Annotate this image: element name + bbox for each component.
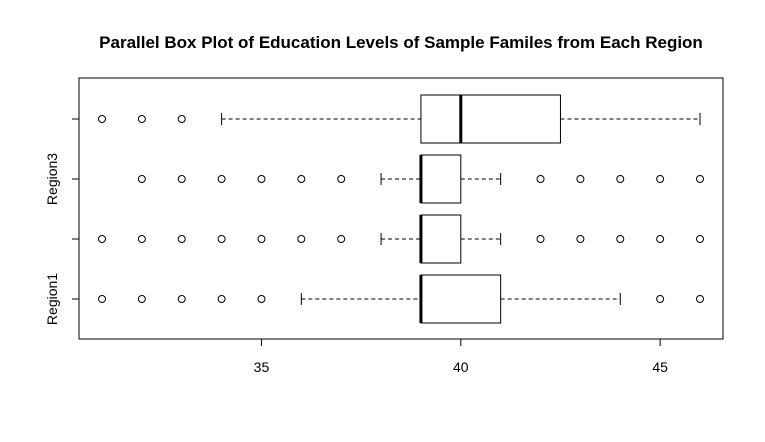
outlier-point: [576, 175, 585, 183]
outlier-point: [177, 175, 186, 183]
outlier-point: [696, 235, 704, 243]
outlier-point: [137, 115, 146, 123]
outlier-point: [656, 295, 665, 303]
outlier-point: [137, 235, 146, 243]
outlier-point: [257, 235, 266, 243]
outlier-point: [137, 295, 146, 303]
outlier-point: [177, 115, 186, 123]
x-axis-tick-label: 40: [453, 359, 469, 375]
outlier-point: [98, 295, 106, 303]
plot-frame: [78, 77, 724, 340]
box: [420, 154, 462, 204]
x-axis-tick-label: 45: [652, 359, 668, 375]
outlier-point: [217, 175, 226, 183]
outlier-point: [297, 235, 306, 243]
outlier-point: [696, 175, 704, 183]
outlier-point: [137, 175, 146, 183]
outlier-point: [536, 175, 545, 183]
outlier-point: [217, 295, 226, 303]
box: [420, 94, 561, 144]
outlier-point: [257, 295, 266, 303]
outlier-point: [217, 235, 226, 243]
outlier-point: [337, 235, 346, 243]
outlier-point: [98, 235, 106, 243]
y-axis-label: Region1: [44, 273, 60, 325]
box: [420, 214, 462, 264]
y-axis-label: Region3: [44, 153, 60, 205]
box: [420, 274, 502, 324]
outlier-point: [177, 235, 186, 243]
outlier-point: [536, 235, 545, 243]
x-axis-tick-label: 35: [254, 359, 270, 375]
outlier-point: [656, 175, 665, 183]
outlier-point: [337, 175, 346, 183]
outlier-point: [616, 235, 625, 243]
outlier-point: [297, 175, 306, 183]
outlier-point: [257, 175, 266, 183]
outlier-point: [696, 295, 704, 303]
outlier-point: [98, 115, 106, 123]
outlier-point: [616, 175, 625, 183]
outlier-point: [177, 295, 186, 303]
chart-title: Parallel Box Plot of Education Levels of…: [99, 33, 703, 52]
outlier-point: [576, 235, 585, 243]
outlier-point: [656, 235, 665, 243]
